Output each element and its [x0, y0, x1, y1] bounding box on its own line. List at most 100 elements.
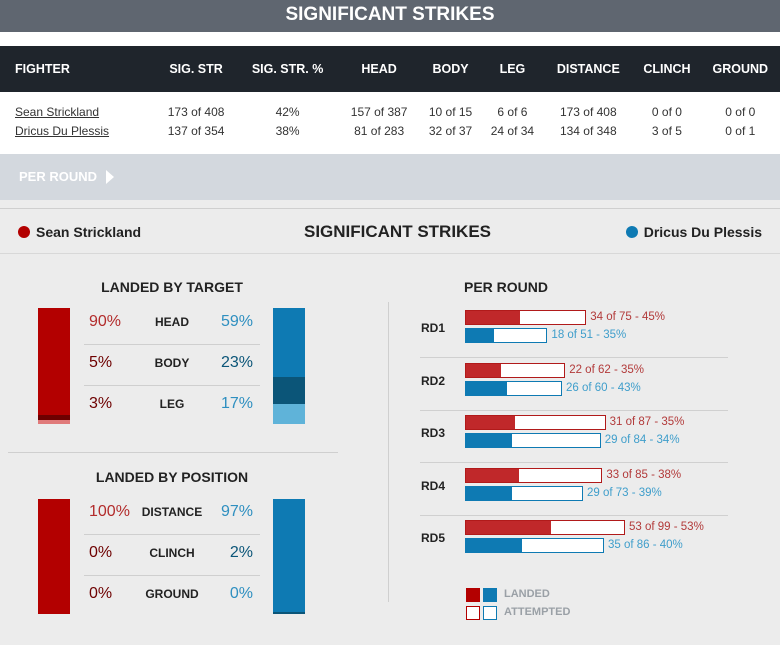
round-label: RD2 — [421, 373, 446, 388]
round-row-rd5: RD5 53 of 99 - 53% 35 of 86 - 40% — [420, 516, 728, 568]
stat-cell: 0 of 1 — [725, 123, 756, 138]
sub-divider — [0, 253, 780, 254]
fighter-b-round-stat: 29 of 73 - 39% — [586, 486, 662, 499]
fighter-b-segment-leg — [273, 404, 305, 424]
round-label: RD4 — [421, 478, 446, 493]
column-header-fighter: FIGHTER — [0, 46, 156, 92]
column-header-body: BODY — [419, 46, 482, 92]
comparison-row-body: 5% BODY 23% — [84, 344, 260, 386]
comparison-row-head: 90% HEAD 59% — [84, 303, 260, 345]
comparison-row-ground: 0% GROUND 0% — [84, 575, 260, 617]
red-dot-icon — [18, 226, 30, 238]
fighter-a-attempted-bar — [465, 467, 603, 483]
fighter-a-landed-bar — [466, 468, 519, 482]
landed-by-target-title: LANDED BY TARGET — [101, 279, 243, 295]
fighter-cell: Sean Strickland — [0, 92, 156, 121]
attempted-red-swatch — [466, 606, 480, 620]
legend-landed: LANDED — [466, 588, 550, 602]
stat-cell: 42% — [275, 104, 300, 119]
fighter-b-attempted-bar — [465, 380, 562, 396]
category-label: CLINCH — [149, 546, 195, 560]
stat-cell: 6 of 6 — [497, 104, 528, 119]
legend-landed-label: LANDED — [504, 588, 550, 600]
column-header-sig-str: SIG. STR — [155, 46, 237, 92]
fighter-b-landed-bar — [466, 434, 513, 447]
legend-attempted-label: ATTEMPTED — [504, 606, 571, 618]
round-row-rd1: RD1 34 of 75 - 45% 18 of 51 - 35% — [420, 306, 728, 358]
fighter-b-attempted-bar — [465, 328, 548, 343]
fighter-b-attempted-bar — [465, 538, 604, 553]
position-bar-fighter-b — [273, 499, 305, 614]
landed-by-position-title: LANDED BY POSITION — [95, 469, 249, 485]
fighter-b-landed-bar — [466, 329, 495, 342]
round-row-rd4: RD4 33 of 85 - 38% 29 of 73 - 39% — [420, 464, 728, 516]
fighter-b-round-stat: 26 of 60 - 43% — [565, 381, 641, 394]
fighter-link[interactable]: Sean Strickland — [15, 104, 100, 119]
column-header-sig-str: SIG. STR. % — [236, 46, 339, 92]
fighter-a-attempted-bar — [465, 362, 566, 378]
play-arrow-icon — [106, 170, 114, 184]
landed-blue-swatch — [483, 588, 497, 602]
column-header-clinch: CLINCH — [633, 46, 701, 92]
fighter-a-segment-leg — [38, 420, 70, 424]
column-header-leg: LEG — [481, 46, 544, 92]
fighter-a-percent: 5% — [89, 354, 113, 371]
fighter-b-attempted-bar — [465, 485, 583, 501]
fighter-b-percent: 23% — [220, 354, 253, 371]
fighter-a-landed-bar — [466, 363, 501, 377]
fighter-a-attempted-bar — [465, 520, 625, 535]
fighter-link[interactable]: Dricus Du Plessis — [15, 123, 110, 138]
fighter-cell: Dricus Du Plessis — [0, 121, 156, 140]
legend-attempted: ATTEMPTED — [466, 606, 570, 620]
fighter-b-segment-distance — [273, 499, 305, 612]
per-round-toggle[interactable]: PER ROUND — [0, 154, 780, 200]
category-label: HEAD — [154, 315, 189, 329]
fighter-a-percent: 90% — [89, 313, 122, 330]
fighter-b-round-stat: 29 of 84 - 34% — [604, 434, 680, 446]
blue-dot-icon — [625, 226, 638, 238]
column-header-head: HEAD — [338, 46, 420, 92]
target-bar-fighter-b — [273, 308, 305, 424]
fighter-a-round-stat: 34 of 75 - 45% — [590, 311, 666, 323]
round-label: RD5 — [421, 531, 446, 545]
fighter-a-attempted-bar — [465, 415, 606, 430]
fighter-a-percent: 3% — [89, 395, 113, 412]
fighter-b-percent: 59% — [220, 313, 253, 330]
fighter-b-segment-clinch — [273, 611, 305, 614]
fighter-a-segment-head — [38, 308, 70, 415]
stat-cell: 38% — [275, 123, 300, 138]
fighter-a-landed-bar — [466, 416, 516, 429]
stat-cell: 0 of 0 — [725, 104, 756, 119]
table-row: Sean Strickland 173 of 408 42% 157 of 387 10… — [0, 92, 780, 121]
stat-cell: 24 of 34 — [490, 123, 535, 138]
round-row-rd3: RD3 31 of 87 - 35% 29 of 84 - 34% — [420, 411, 728, 463]
fighter-a-landed-bar — [466, 311, 521, 324]
fighter-b-round-stat: 18 of 51 - 35% — [551, 329, 627, 341]
fighter-b-percent: 0% — [229, 585, 253, 602]
fighter-a-round-stat: 53 of 99 - 53% — [629, 521, 704, 533]
category-label: DISTANCE — [141, 505, 203, 519]
fighter-b-landed-bar — [466, 381, 508, 395]
fighter-a-legend: Sean Strickland — [18, 224, 141, 240]
fighter-a-round-stat: 22 of 62 - 35% — [569, 363, 644, 376]
fighter-b-round-stat: 35 of 86 - 40% — [607, 539, 683, 551]
comparison-row-clinch: 0% CLINCH 2% — [84, 534, 260, 576]
fighter-b-landed-bar — [466, 486, 513, 500]
column-header-ground: GROUND — [700, 46, 780, 92]
column-divider — [388, 302, 389, 602]
fighter-b-name: Dricus Du Plessis — [643, 224, 762, 240]
per-round-title: PER ROUND — [464, 279, 549, 295]
fighter-a-percent: 100% — [89, 503, 130, 520]
target-bar-fighter-a — [38, 308, 70, 424]
fighter-a-landed-bar — [466, 521, 551, 534]
fighter-a-percent: 0% — [89, 585, 113, 602]
fighter-a-segment-body — [38, 414, 70, 421]
table-row: Dricus Du Plessis 137 of 354 38% 81 of 283 3… — [0, 121, 780, 140]
fighter-a-percent: 0% — [89, 544, 113, 561]
comparison-row-distance: 100% DISTANCE 97% — [84, 493, 260, 535]
page-title: SIGNIFICANT STRIKES — [0, 0, 780, 32]
fighter-a-attempted-bar — [465, 310, 587, 325]
fighter-a-round-stat: 33 of 85 - 38% — [606, 468, 682, 481]
left-divider — [8, 452, 338, 453]
fighter-b-percent: 97% — [220, 503, 253, 520]
